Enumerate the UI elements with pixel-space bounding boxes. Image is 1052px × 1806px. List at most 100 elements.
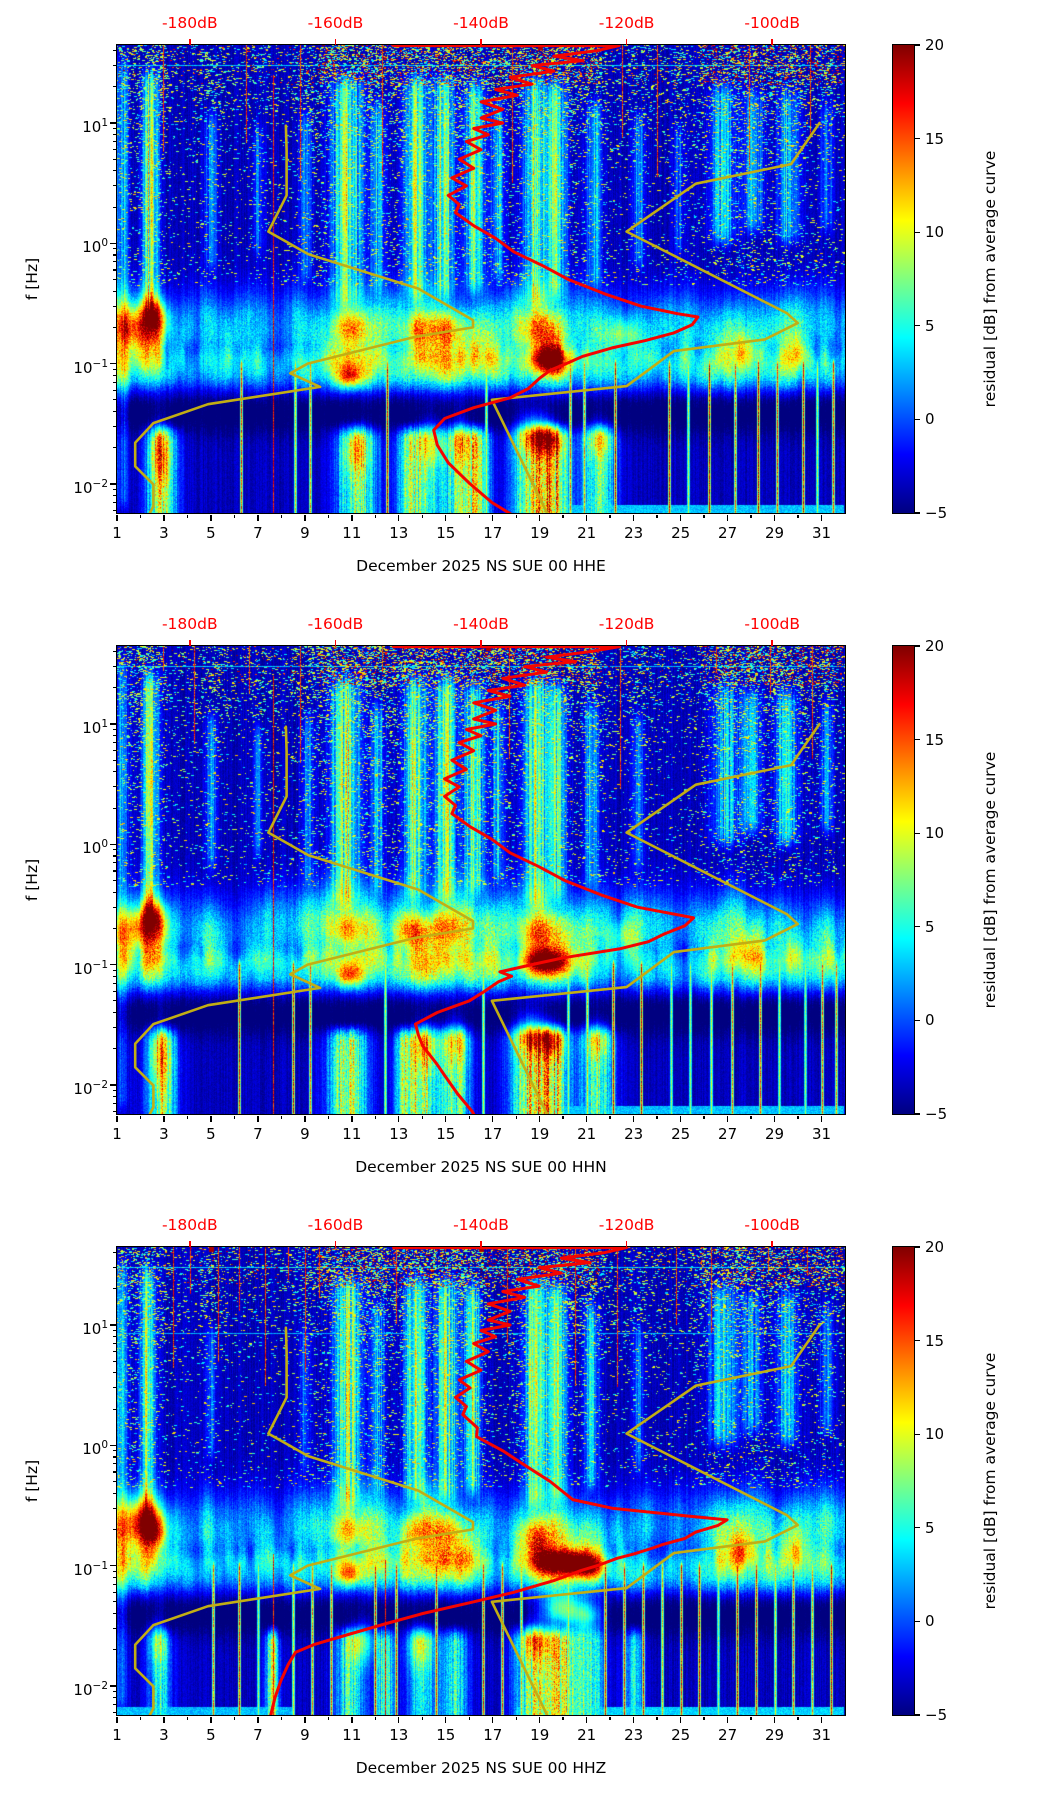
x-axis-tick-label: 29 [765,1726,785,1744]
colorbar-tick-label: 5 [925,316,935,335]
y-axis-tick [110,1324,117,1326]
y-axis-minor-tick [113,501,117,504]
y-axis-minor-tick [113,975,117,977]
x-axis-tick [609,1716,611,1720]
colorbar-tick [914,418,920,421]
x-axis-tick-label: 11 [342,524,362,542]
colorbar [891,43,915,514]
colorbar-tick-label: 20 [925,637,945,655]
y-axis-minor-tick [113,855,117,857]
top-axis-tick [480,639,482,646]
y-axis-minor-tick [113,870,117,872]
top-axis-tick [334,639,337,646]
y-axis-minor-tick [113,488,117,490]
y-axis-label: f [Hz] [23,1459,41,1503]
y-axis-minor-tick [113,261,117,263]
top-axis-tick [771,639,773,646]
y-axis-minor-tick [113,651,117,653]
x-axis-tick-label: 25 [671,1726,691,1744]
x-axis-tick [515,514,517,518]
y-axis-minor-tick [113,1591,117,1593]
y-axis-minor-tick [113,495,117,497]
x-axis-tick-label: 13 [389,524,409,542]
colorbar-tick-label: 10 [925,1425,945,1444]
colorbar-tick-label: 10 [925,824,945,843]
top-axis-tick-label: -100dB [744,1216,801,1234]
top-axis-tick-label: -120dB [598,14,655,32]
top-axis-tick-label: -160dB [307,1216,364,1234]
y-axis-minor-tick [113,1000,117,1002]
x-axis-tick [116,1716,118,1723]
x-axis-tick-label: 15 [436,1125,456,1143]
x-axis-tick [468,1115,470,1119]
y-axis-minor-tick [113,141,117,143]
y-axis-minor-tick [113,1570,117,1572]
x-axis-tick-label: 27 [718,524,738,542]
x-axis-tick [492,1716,494,1723]
y-axis-minor-tick [113,86,117,88]
y-axis-tick [110,963,117,966]
x-axis-tick [562,514,564,518]
x-axis-tick [726,1115,729,1122]
x-axis-tick [280,1115,283,1119]
colorbar-tick [914,325,920,327]
x-axis-tick [632,514,635,521]
colorbar-tick-label: 0 [925,1011,935,1030]
y-axis-minor-tick [113,410,117,413]
y-axis-tick-label: 10−1 [73,357,108,377]
x-axis-tick [750,1115,752,1119]
y-axis-tick-label: 101 [82,718,108,737]
top-axis-tick-label: -180dB [161,14,218,32]
x-axis-tick-label: 17 [483,524,503,542]
x-axis-tick [797,1115,799,1119]
x-axis-tick [726,514,729,521]
y-axis-tick [110,1685,117,1687]
top-axis-tick-label: -140dB [453,615,509,633]
x-axis-tick [750,1716,752,1720]
top-axis-tick [189,639,191,646]
y-axis-minor-tick [113,1102,117,1105]
y-axis-tick-label: 101 [82,1319,108,1338]
y-axis-minor-tick [113,771,117,773]
x-axis-tick-label: 21 [577,1726,597,1744]
x-axis-tick [515,1115,517,1119]
y-axis-minor-tick [113,50,117,52]
colorbar-tick [914,1433,920,1435]
y-axis-tick [110,122,117,124]
x-axis-tick-label: 13 [389,1125,409,1143]
x-axis-tick [233,1716,236,1720]
x-axis-tick-label: 31 [811,1726,832,1744]
x-axis-tick [374,1716,376,1720]
y-axis-minor-tick [113,1329,117,1332]
y-axis-minor-tick [113,1492,117,1494]
y-axis-minor-tick [113,1343,117,1345]
top-axis-tick [480,38,482,45]
y-axis-minor-tick [113,1627,117,1630]
x-axis-tick [280,1716,283,1720]
y-axis-minor-tick [113,447,117,449]
x-axis-tick-label: 23 [624,524,644,542]
colorbar-tick [914,1339,920,1342]
y-axis-minor-tick [113,254,117,256]
top-axis-tick-label: -140dB [453,14,509,32]
y-axis-minor-tick [113,1507,117,1509]
x-axis-tick [257,1716,259,1723]
y-axis-minor-tick [113,389,117,391]
x-axis-tick [139,1716,142,1720]
top-axis-tick [625,1240,628,1247]
x-axis-tick [703,1115,705,1119]
x-axis-tick [773,514,776,521]
y-axis-minor-tick [113,65,117,67]
x-axis-tick [233,1115,236,1119]
colorbar-tick-label: −5 [925,504,948,522]
y-axis-minor-tick [113,248,117,250]
top-axis-tick-label: -180dB [161,615,218,633]
x-axis-tick [210,1115,212,1122]
x-axis-tick [304,1115,306,1122]
colorbar-tick [914,1113,920,1115]
colorbar-tick [914,926,920,928]
x-axis-tick-label: 7 [253,524,263,542]
x-axis-tick-label: 3 [159,1125,169,1143]
y-axis-minor-tick [113,170,117,172]
colorbar-tick [914,1714,920,1716]
